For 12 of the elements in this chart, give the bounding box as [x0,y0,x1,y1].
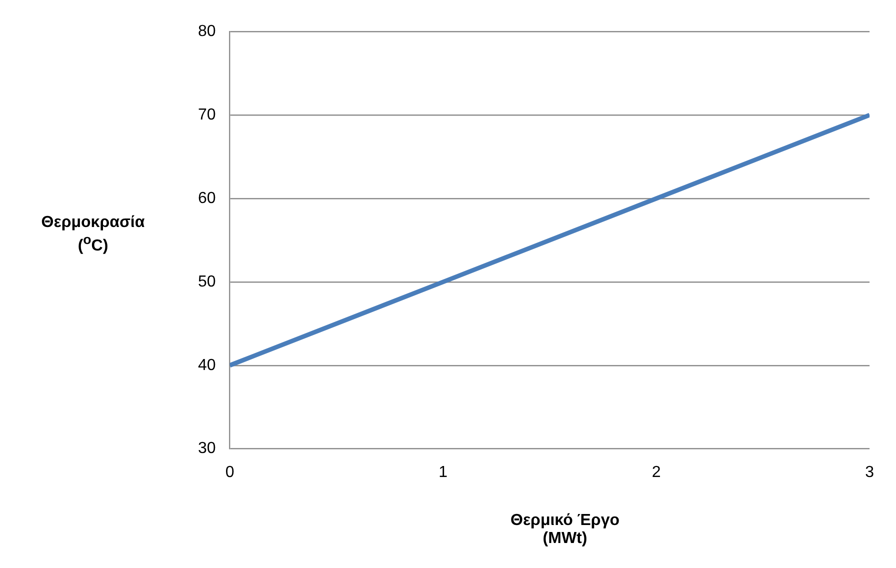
x-tick-label: 0 [225,464,234,481]
x-tick-label: 1 [438,464,448,481]
x-tick-label: 3 [865,464,874,481]
y-tick-label: 40 [198,356,216,374]
y-tick-label: 60 [198,190,216,207]
y-tick-label: 30 [198,440,216,458]
y-tick-label: 80 [198,23,216,40]
y-axis-title: Θερμοκρασία ($^{o}$C) [40,214,146,256]
y-tick-label: 50 [198,273,216,290]
x-axis-title: Θερμικό Έργο (MWt) [510,512,620,548]
x-tick-label: 2 [652,464,661,481]
y-tick-label: 70 [198,106,216,124]
